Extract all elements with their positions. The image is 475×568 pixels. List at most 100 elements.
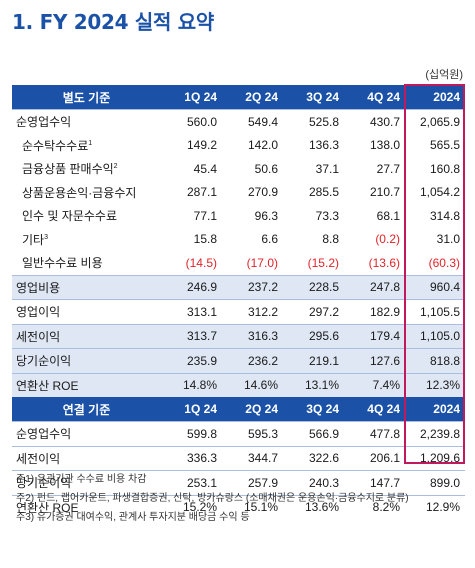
- value-cell: 240.3: [283, 470, 344, 495]
- value-cell: 8.2%: [344, 494, 405, 519]
- value-cell: 14.8%: [161, 372, 222, 397]
- row-label: 상품운용손익·금융수지: [22, 185, 137, 200]
- value-cell: (60.3): [428, 255, 460, 270]
- value-cell: 246.9: [161, 274, 222, 300]
- value-cell: 297.2: [283, 299, 344, 324]
- col-header-2q: 2Q 24: [222, 397, 283, 422]
- value-cell: (0.2): [375, 232, 400, 247]
- col-header-year: 2024: [405, 397, 465, 422]
- value-cell: 316.3: [222, 323, 283, 349]
- table-row: 상품운용손익·금융수지 287.1 270.9 285.5 210.7 1,054.2: [12, 181, 465, 205]
- value-cell: 142.0: [247, 138, 278, 153]
- table-row: 일반수수료 비용 (14.5) (17.0) (15.2) (13.6) (60.3): [12, 251, 465, 275]
- value-cell: 15.1%: [222, 494, 283, 519]
- standalone-header-row: 별도 기준 1Q 24 2Q 24 3Q 24 4Q 24 2024: [12, 85, 465, 110]
- value-cell: 322.6: [283, 445, 344, 471]
- col-header-1q: 1Q 24: [161, 397, 222, 422]
- value-cell: 206.1: [344, 445, 405, 471]
- row-label: 순영업수익: [12, 421, 161, 446]
- value-cell: 68.1: [376, 208, 400, 223]
- table-row: 금융상품 판매수익2 45.4 50.6 37.1 27.7 160.8: [12, 157, 465, 181]
- value-cell: 270.9: [247, 185, 278, 200]
- row-label: 세전이익: [12, 445, 161, 471]
- table-row: 당기순이익 253.1 257.9 240.3 147.7 899.0: [12, 470, 465, 495]
- footnote-2: 주2) 펀드, 랩어카운트, 파생결합증권, 신탁, 방카슈랑스 (소매채권은 …: [16, 493, 409, 504]
- table-row: 세전이익 313.7 316.3 295.6 179.4 1,105.0: [12, 323, 465, 349]
- value-cell: 13.1%: [283, 372, 344, 397]
- col-header-3q: 3Q 24: [283, 397, 344, 422]
- value-cell: 12.3%: [405, 372, 465, 397]
- table-row: 당기순이익 235.9 236.2 219.1 127.6 818.8: [12, 348, 465, 373]
- row-label: 당기순이익: [12, 470, 161, 495]
- row-label: 당기순이익: [12, 348, 161, 373]
- value-cell: 96.3: [254, 208, 278, 223]
- value-cell: 257.9: [222, 470, 283, 495]
- table-row: 연환산 ROE 15.2% 15.1% 13.6% 8.2% 12.9%: [12, 494, 465, 519]
- value-cell: 219.1: [283, 348, 344, 373]
- value-cell: 477.8: [344, 421, 405, 446]
- value-cell: 565.5: [429, 138, 460, 153]
- value-cell: 13.6%: [283, 494, 344, 519]
- value-cell: 31.0: [436, 232, 460, 247]
- value-cell: 15.2%: [161, 494, 222, 519]
- row-label: 영업이익: [12, 299, 161, 324]
- row-label: 연환산 ROE: [12, 494, 161, 519]
- row-label: 순영업수익: [12, 109, 161, 134]
- value-cell: 344.7: [222, 445, 283, 471]
- standalone-header-label: 별도 기준: [12, 85, 161, 110]
- value-cell: 2,239.8: [405, 421, 465, 446]
- standalone-body: 순영업수익 560.0 549.4 525.8 430.7 2,065.9 순수탁수수료1 1…: [12, 109, 465, 397]
- consolidated-body: 순영업수익 599.8 595.3 566.9 477.8 2,239.8 세전이익 336.…: [12, 421, 465, 519]
- value-cell: 599.8: [161, 421, 222, 446]
- value-cell: 1,054.2: [419, 185, 460, 200]
- col-header-1q: 1Q 24: [161, 85, 222, 110]
- value-cell: 313.7: [161, 323, 222, 349]
- value-cell: 12.9%: [405, 494, 465, 519]
- value-cell: 430.7: [344, 109, 405, 134]
- row-label: 금융상품 판매수익2: [22, 162, 118, 177]
- value-cell: 237.2: [222, 274, 283, 300]
- value-cell: 2,065.9: [405, 109, 465, 134]
- footnotes: 주1) 유관기관 수수료 비용 차감 주2) 펀드, 랩어카운트, 파생결합증권…: [16, 470, 409, 527]
- value-cell: 525.8: [283, 109, 344, 134]
- value-cell: 899.0: [405, 470, 465, 495]
- table-row: 세전이익 336.3 344.7 322.6 206.1 1,209.6: [12, 445, 465, 471]
- value-cell: 136.3: [308, 138, 339, 153]
- value-cell: 149.2: [186, 138, 217, 153]
- value-cell: 182.9: [344, 299, 405, 324]
- consolidated-header-row: 연결 기준 1Q 24 2Q 24 3Q 24 4Q 24 2024: [12, 397, 465, 422]
- value-cell: 27.7: [376, 161, 400, 176]
- table-row: 인수 및 자문수수료 77.1 96.3 73.3 68.1 314.8: [12, 204, 465, 228]
- value-cell: 1,105.5: [405, 299, 465, 324]
- value-cell: 73.3: [315, 208, 339, 223]
- value-cell: (17.0): [246, 255, 278, 270]
- value-cell: 210.7: [369, 185, 400, 200]
- unit-label: (십억원): [425, 69, 463, 81]
- value-cell: 960.4: [405, 274, 465, 300]
- value-cell: 179.4: [344, 323, 405, 349]
- row-label: 순수탁수수료1: [22, 138, 93, 153]
- value-cell: 15.8: [193, 232, 217, 247]
- table-row: 연환산 ROE 14.8% 14.6% 13.1% 7.4% 12.3%: [12, 372, 465, 397]
- value-cell: (14.5): [185, 255, 217, 270]
- row-label: 세전이익: [12, 323, 161, 349]
- value-cell: (15.2): [307, 255, 339, 270]
- value-cell: 37.1: [315, 161, 339, 176]
- value-cell: 138.0: [369, 138, 400, 153]
- col-header-2q: 2Q 24: [222, 85, 283, 110]
- row-label: 일반수수료 비용: [22, 256, 103, 271]
- value-cell: 560.0: [161, 109, 222, 134]
- value-cell: 50.6: [254, 161, 278, 176]
- row-label: 영업비용: [12, 274, 161, 300]
- value-cell: 285.5: [308, 185, 339, 200]
- value-cell: 287.1: [186, 185, 217, 200]
- value-cell: 14.6%: [222, 372, 283, 397]
- value-cell: 595.3: [222, 421, 283, 446]
- table-row: 순영업수익 560.0 549.4 525.8 430.7 2,065.9: [12, 109, 465, 134]
- financial-summary-table: 별도 기준 1Q 24 2Q 24 3Q 24 4Q 24 2024 순영업수익…: [12, 85, 465, 519]
- value-cell: 336.3: [161, 445, 222, 471]
- value-cell: 312.2: [222, 299, 283, 324]
- col-header-3q: 3Q 24: [283, 85, 344, 110]
- table-row: 기타3 15.8 6.6 8.8 (0.2) 31.0: [12, 228, 465, 252]
- consolidated-header-label: 연결 기준: [12, 397, 161, 422]
